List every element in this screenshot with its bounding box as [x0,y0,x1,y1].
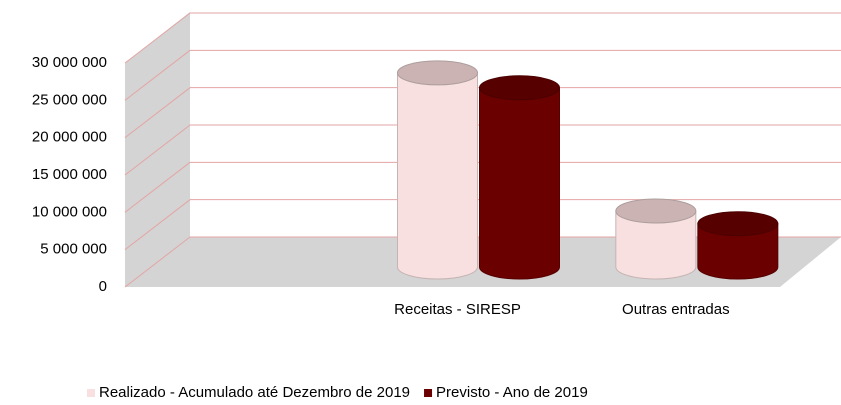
legend-label: Realizado - Acumulado até Dezembro de 20… [99,384,410,401]
bar [397,72,478,280]
x-tick-label: Receitas - SIRESP [394,301,521,318]
y-tick-label: 0 [99,278,107,295]
grid-line [124,236,191,288]
bar-top [479,75,560,101]
y-tick-label: 10 000 000 [32,203,107,220]
y-tick-label: 5 000 000 [40,241,107,258]
legend-label: Previsto - Ano de 2019 [436,384,588,401]
bar-top [397,60,478,86]
grid-line [124,161,191,213]
bar-top [697,211,779,237]
x-tick-label: Outras entradas [622,301,730,318]
grid-line [124,124,191,176]
y-tick-label: 20 000 000 [32,129,107,146]
y-tick-label: 15 000 000 [32,166,107,183]
bar [697,223,779,280]
legend-swatch [87,389,95,397]
grid-line [124,87,191,139]
grid-line [124,12,191,64]
grid-line [124,49,191,101]
bar [479,87,560,280]
bar-top [615,198,697,224]
legend-swatch [424,389,433,397]
y-tick-label: 30 000 000 [32,54,107,71]
y-tick-label: 25 000 000 [32,91,107,108]
bar [615,210,697,280]
grid-line [124,199,191,251]
